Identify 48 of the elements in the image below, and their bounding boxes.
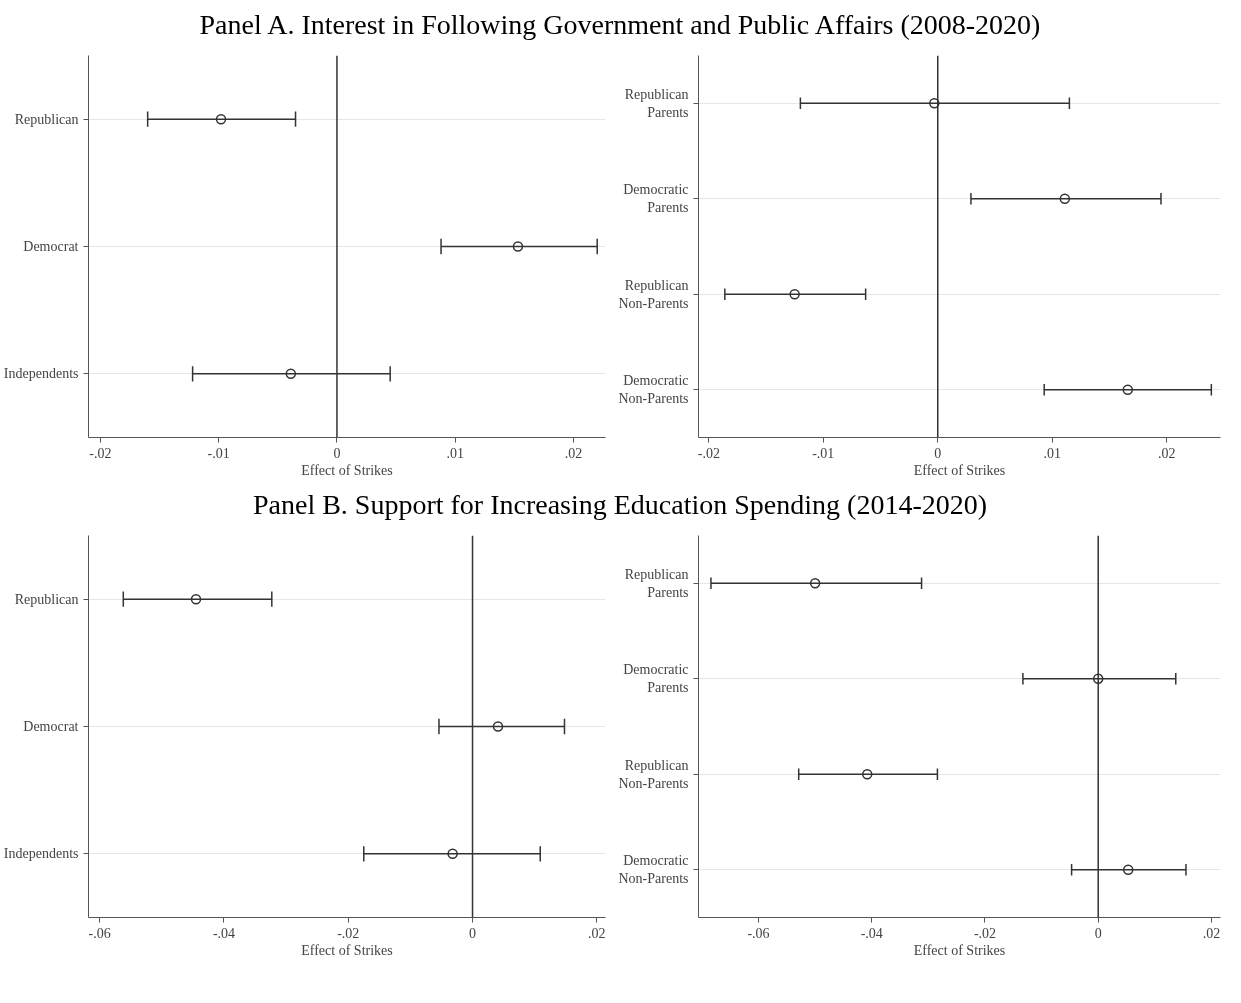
x-tick-label: -.04 xyxy=(212,925,236,941)
point xyxy=(861,769,873,780)
x-tick-label: 0 xyxy=(333,445,341,461)
chart-title: Panel B. Support for Increasing Education Spending (2014-2020) xyxy=(252,488,988,522)
y-tick-label: Democratic Non-Parents xyxy=(618,853,689,887)
point xyxy=(929,98,940,109)
point xyxy=(1092,673,1104,684)
y-tick-label: Republican xyxy=(14,111,79,127)
y-tick-label: Republican Parents xyxy=(624,566,689,600)
point xyxy=(789,289,800,300)
x-tick-label: -.01 xyxy=(812,445,835,461)
point xyxy=(809,578,821,589)
y-tick-label: Republican xyxy=(14,591,79,607)
y-tick-label: Democratic Parents xyxy=(623,662,689,696)
point xyxy=(1122,864,1134,875)
x-tick-label: 0 xyxy=(469,925,477,941)
y-tick-label: Democrat xyxy=(23,719,79,734)
x-tick-label: .02 xyxy=(564,445,583,461)
y-tick-label: Republican Non-Parents xyxy=(618,757,689,791)
x-tick-label: -.02 xyxy=(973,925,997,941)
y-tick-label: Republican Non-Parents xyxy=(618,277,689,311)
x-tick-label: .01 xyxy=(1043,445,1061,461)
x-axis-title: Effect of Strikes xyxy=(913,942,1006,958)
x-tick-label: -.06 xyxy=(747,925,770,941)
x-tick-label: -.04 xyxy=(860,925,883,941)
x-tick-label: 0 xyxy=(934,445,942,461)
x-tick-label: -.01 xyxy=(207,445,230,461)
chart-title: Panel A. Interest in Following Government and Public Affairs (2008-2020) xyxy=(199,8,1041,42)
x-axis-title: Effect of Strikes xyxy=(301,942,393,958)
point xyxy=(1122,384,1134,395)
y-tick-label: Republican Parents xyxy=(624,86,689,120)
y-tick-label: Democratic Non-Parents xyxy=(618,373,689,407)
y-tick-label: Democrat xyxy=(23,239,79,254)
x-tick-label: -.02 xyxy=(697,445,720,461)
y-tick-label: Democratic Parents xyxy=(623,182,689,216)
x-axis-title: Effect of Strikes xyxy=(301,462,393,478)
x-tick-label: .02 xyxy=(1157,445,1176,461)
x-tick-label: -.06 xyxy=(88,925,111,941)
y-tick-label: Independents xyxy=(3,846,79,862)
x-tick-label: -.02 xyxy=(89,445,112,461)
point xyxy=(1059,193,1071,204)
y-tick-label: Independents xyxy=(3,366,79,382)
x-tick-label: .01 xyxy=(446,445,464,461)
x-axis-title: Effect of Strikes xyxy=(913,462,1006,478)
x-tick-label: 0 xyxy=(1094,925,1102,941)
x-tick-label: .02 xyxy=(1202,925,1221,941)
x-tick-label: -.02 xyxy=(337,925,360,941)
x-tick-label: .02 xyxy=(588,925,606,941)
